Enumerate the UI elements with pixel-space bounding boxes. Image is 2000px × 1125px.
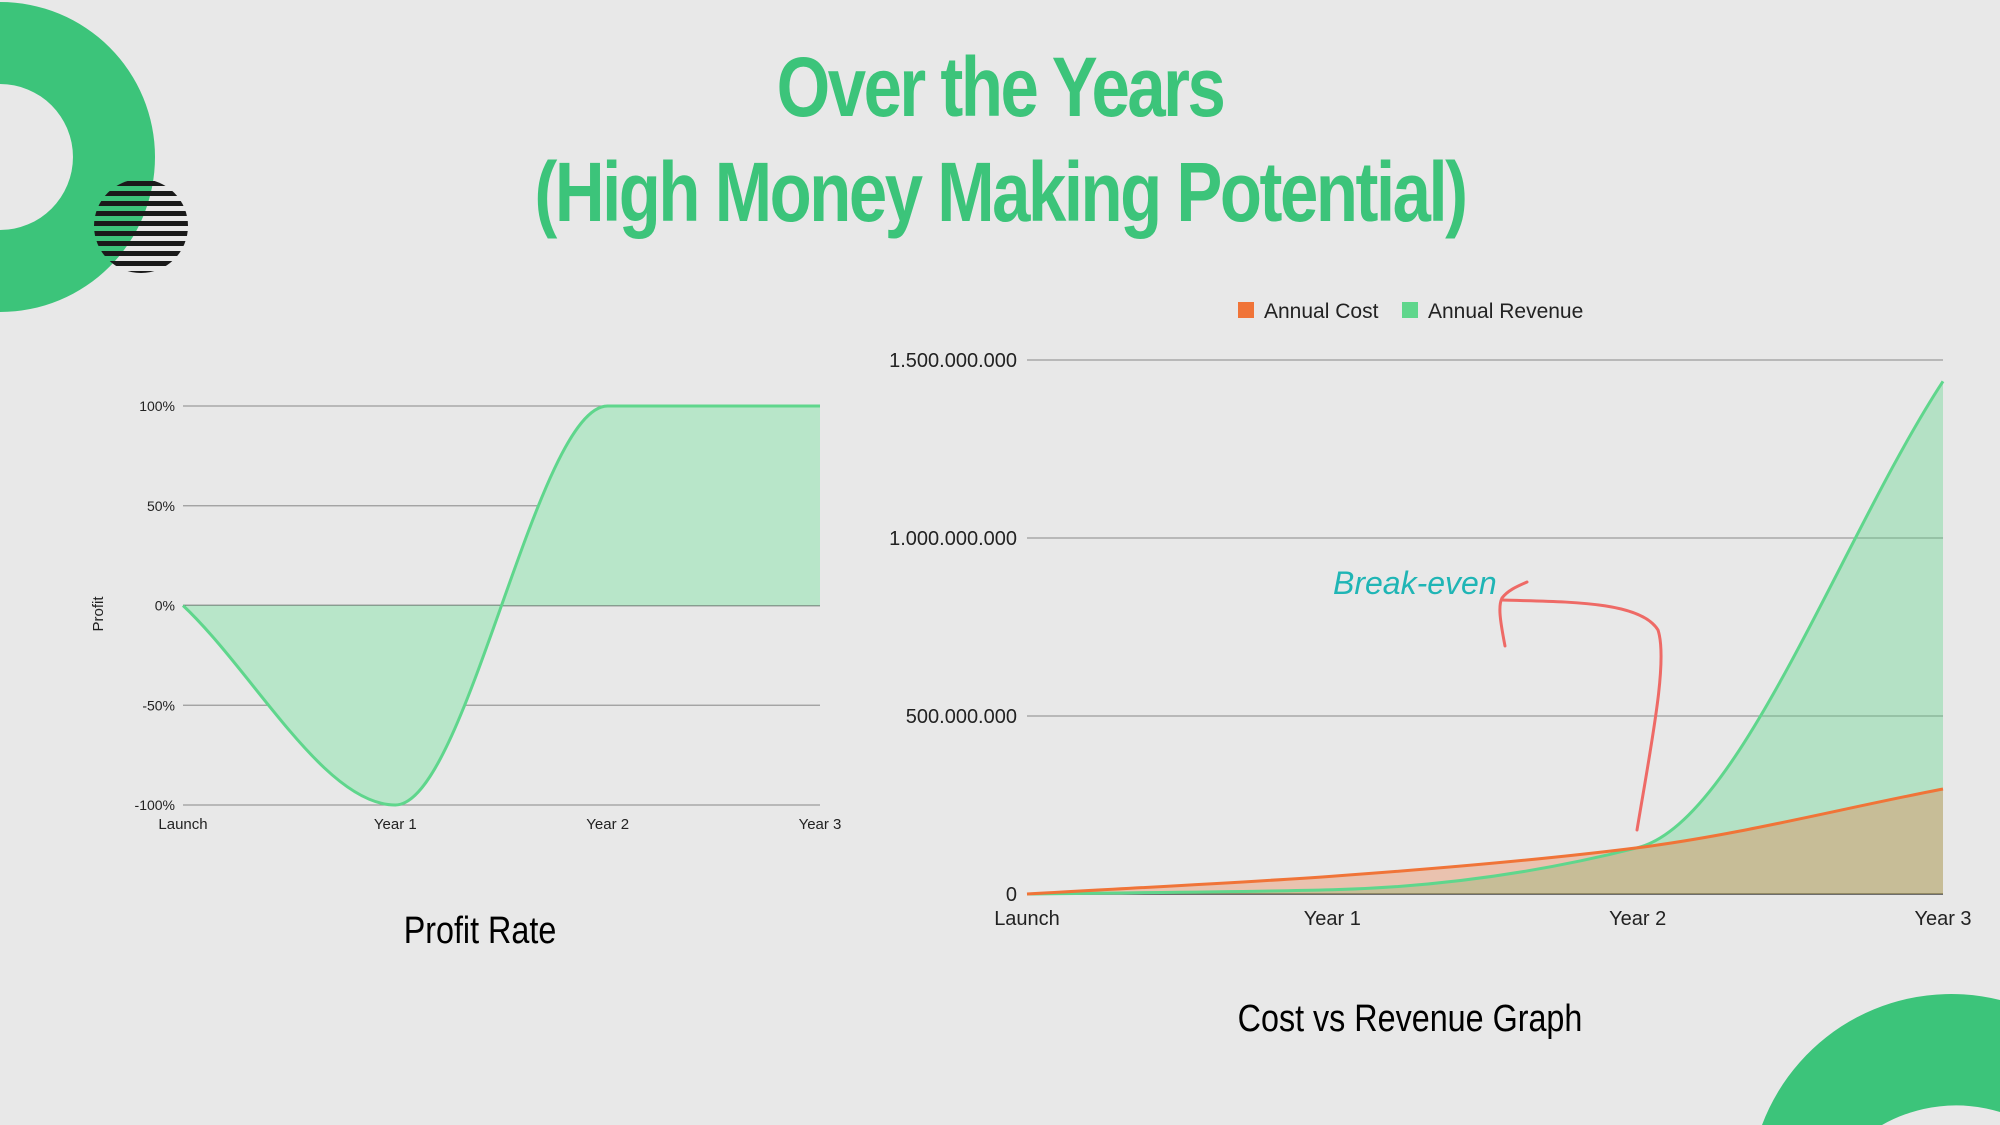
cost-revenue-x-tick-year-2: Year 2 <box>1609 908 1666 930</box>
break-even-annotation: Break-even <box>1333 565 1663 832</box>
legend-label-annual-cost: Annual Cost <box>1264 300 1379 323</box>
profit-x-tick-year-1: Year 1 <box>374 816 417 833</box>
green-ring-bottom-right-shape <box>1762 993 2000 1125</box>
profit-line <box>181 404 820 807</box>
profit-y-tick-50: -50% <box>142 697 175 713</box>
cost-revenue-x-tick-year-3: Year 3 <box>1914 908 1971 930</box>
legend-swatch-annual-revenue <box>1402 302 1418 318</box>
legend-swatch-annual-cost <box>1238 302 1254 318</box>
page-title-line-1: Over the Years <box>776 40 1226 134</box>
break-even-arrow <box>1500 598 1663 832</box>
cost-revenue-x-tick-year-1: Year 1 <box>1304 908 1361 930</box>
cost-line <box>1026 787 1944 896</box>
cost-area <box>1027 788 1943 894</box>
page-title-line-2: (High Money Making Potential) <box>534 145 1468 239</box>
profit-y-tick-50: 50% <box>147 498 175 514</box>
profit-y-axis-label: Profit <box>90 596 107 632</box>
cost-revenue-x-tick-launch: Launch <box>994 908 1060 930</box>
profit-y-ticks: -100% -50% 0% 50% 100% <box>135 398 175 813</box>
profit-y-tick-100: 100% <box>139 398 175 414</box>
striped-circle-shape <box>94 181 188 273</box>
legend-label-annual-revenue: Annual Revenue <box>1428 300 1583 323</box>
break-even-label: Break-even <box>1333 565 1497 601</box>
revenue-line <box>1026 380 1945 896</box>
profit-x-tick-year-3: Year 3 <box>799 816 842 833</box>
cost-revenue-caption: Cost vs Revenue Graph <box>1237 998 1583 1040</box>
cost-revenue-y-ticks: 0 500.000.000 1.000.000.000 1.500.000.000 <box>889 350 1017 906</box>
profit-y-tick-0: 0% <box>155 598 175 614</box>
revenue-area <box>1027 381 1943 894</box>
cost-revenue-x-ticks: Launch Year 1 Year 2 Year 3 <box>994 908 1971 930</box>
cost-revenue-y-tick-1-000-000-000: 1.000.000.000 <box>889 528 1017 550</box>
legend: Annual Cost Annual Revenue <box>1238 300 1583 323</box>
cost-revenue-grid <box>1027 359 1943 895</box>
profit-x-tick-launch: Launch <box>158 816 207 833</box>
profit-x-ticks: Launch Year 1 Year 2 Year 3 <box>158 816 841 833</box>
cost-revenue-y-tick-1-500-000-000: 1.500.000.000 <box>889 350 1017 372</box>
profit-x-tick-year-2: Year 2 <box>586 816 629 833</box>
profit-rate-caption: Profit Rate <box>403 910 557 952</box>
cost-revenue-y-tick-0: 0 <box>1006 884 1017 906</box>
break-even-arrow-head <box>1498 580 1529 648</box>
profit-y-tick-100: -100% <box>135 797 175 813</box>
cost-revenue-y-tick-500-000-000: 500.000.000 <box>906 706 1017 728</box>
